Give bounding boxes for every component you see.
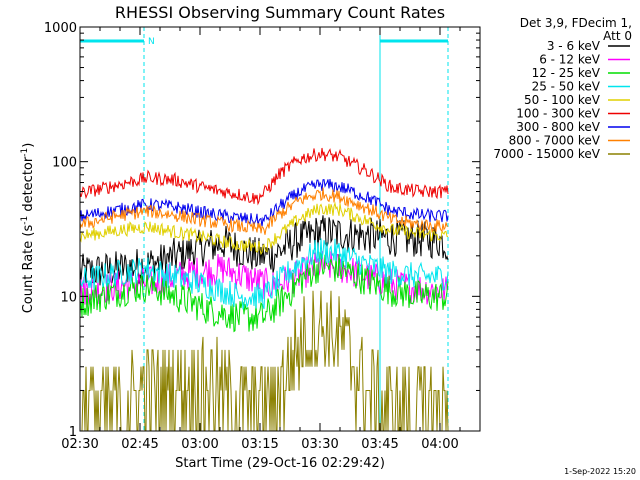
y-axis-label-part3: ) xyxy=(21,143,36,148)
legend-label-0: 3 - 6 keV xyxy=(547,39,601,53)
y-tick-label-3: 1000 xyxy=(44,21,77,36)
series-line-4 xyxy=(79,201,449,256)
y-tick-label-2: 100 xyxy=(52,156,77,171)
plot-area xyxy=(79,147,449,432)
legend-label-5: 100 - 300 keV xyxy=(516,107,600,121)
legend-header-line2: Att 0 xyxy=(603,29,632,43)
series-line-6 xyxy=(79,179,449,227)
legend-label-3: 25 - 50 keV xyxy=(532,80,601,94)
y-axis-label: Count Rate (s-1 detector-1) xyxy=(20,143,36,314)
series-line-8 xyxy=(80,290,449,432)
legend-label-4: 50 - 100 keV xyxy=(524,93,601,107)
x-tick-label-6: 04:00 xyxy=(421,437,458,452)
x-tick-label-5: 03:45 xyxy=(361,437,398,452)
series-line-5 xyxy=(79,147,449,206)
night-flag-label: N xyxy=(148,37,155,47)
legend-header-line1: Det 3,9, FDecim 1, xyxy=(520,16,632,30)
x-tick-label-2: 03:00 xyxy=(181,437,218,452)
legend-label-2: 12 - 25 keV xyxy=(532,66,601,80)
y-axis-label-part2: detector xyxy=(21,156,36,216)
y-axis-label-sup1: -1 xyxy=(20,216,30,225)
legend-label-1: 6 - 12 keV xyxy=(539,53,601,67)
y-axis-label-part1: Count Rate (s xyxy=(21,225,36,314)
x-tick-label-0: 02:30 xyxy=(61,437,98,452)
date-stamp: 1-Sep-2022 15:20 xyxy=(564,467,636,476)
y-tick-label-1: 10 xyxy=(60,290,77,305)
series-line-7 xyxy=(79,187,449,235)
legend-label-7: 800 - 7000 keV xyxy=(509,134,601,148)
legend-label-8: 7000 - 15000 keV xyxy=(493,147,600,161)
x-axis-label: Start Time (29-Oct-16 02:29:42) xyxy=(175,456,385,471)
x-tick-label-3: 03:15 xyxy=(241,437,278,452)
x-tick-label-4: 03:30 xyxy=(301,437,338,452)
y-tick-label-0: 1 xyxy=(69,425,77,440)
series-line-3 xyxy=(79,238,449,310)
y-axis-label-sup2: -1 xyxy=(20,148,30,157)
axes: 02:30 02:45 03:00 03:15 03:30 03:45 04:00 1 10 10… xyxy=(44,21,481,452)
legend-label-6: 300 - 800 keV xyxy=(516,120,600,134)
x-tick-label-1: 02:45 xyxy=(121,437,158,452)
chart-title: RHESSI Observing Summary Count Rates xyxy=(115,3,445,22)
series-line-2 xyxy=(79,251,449,333)
